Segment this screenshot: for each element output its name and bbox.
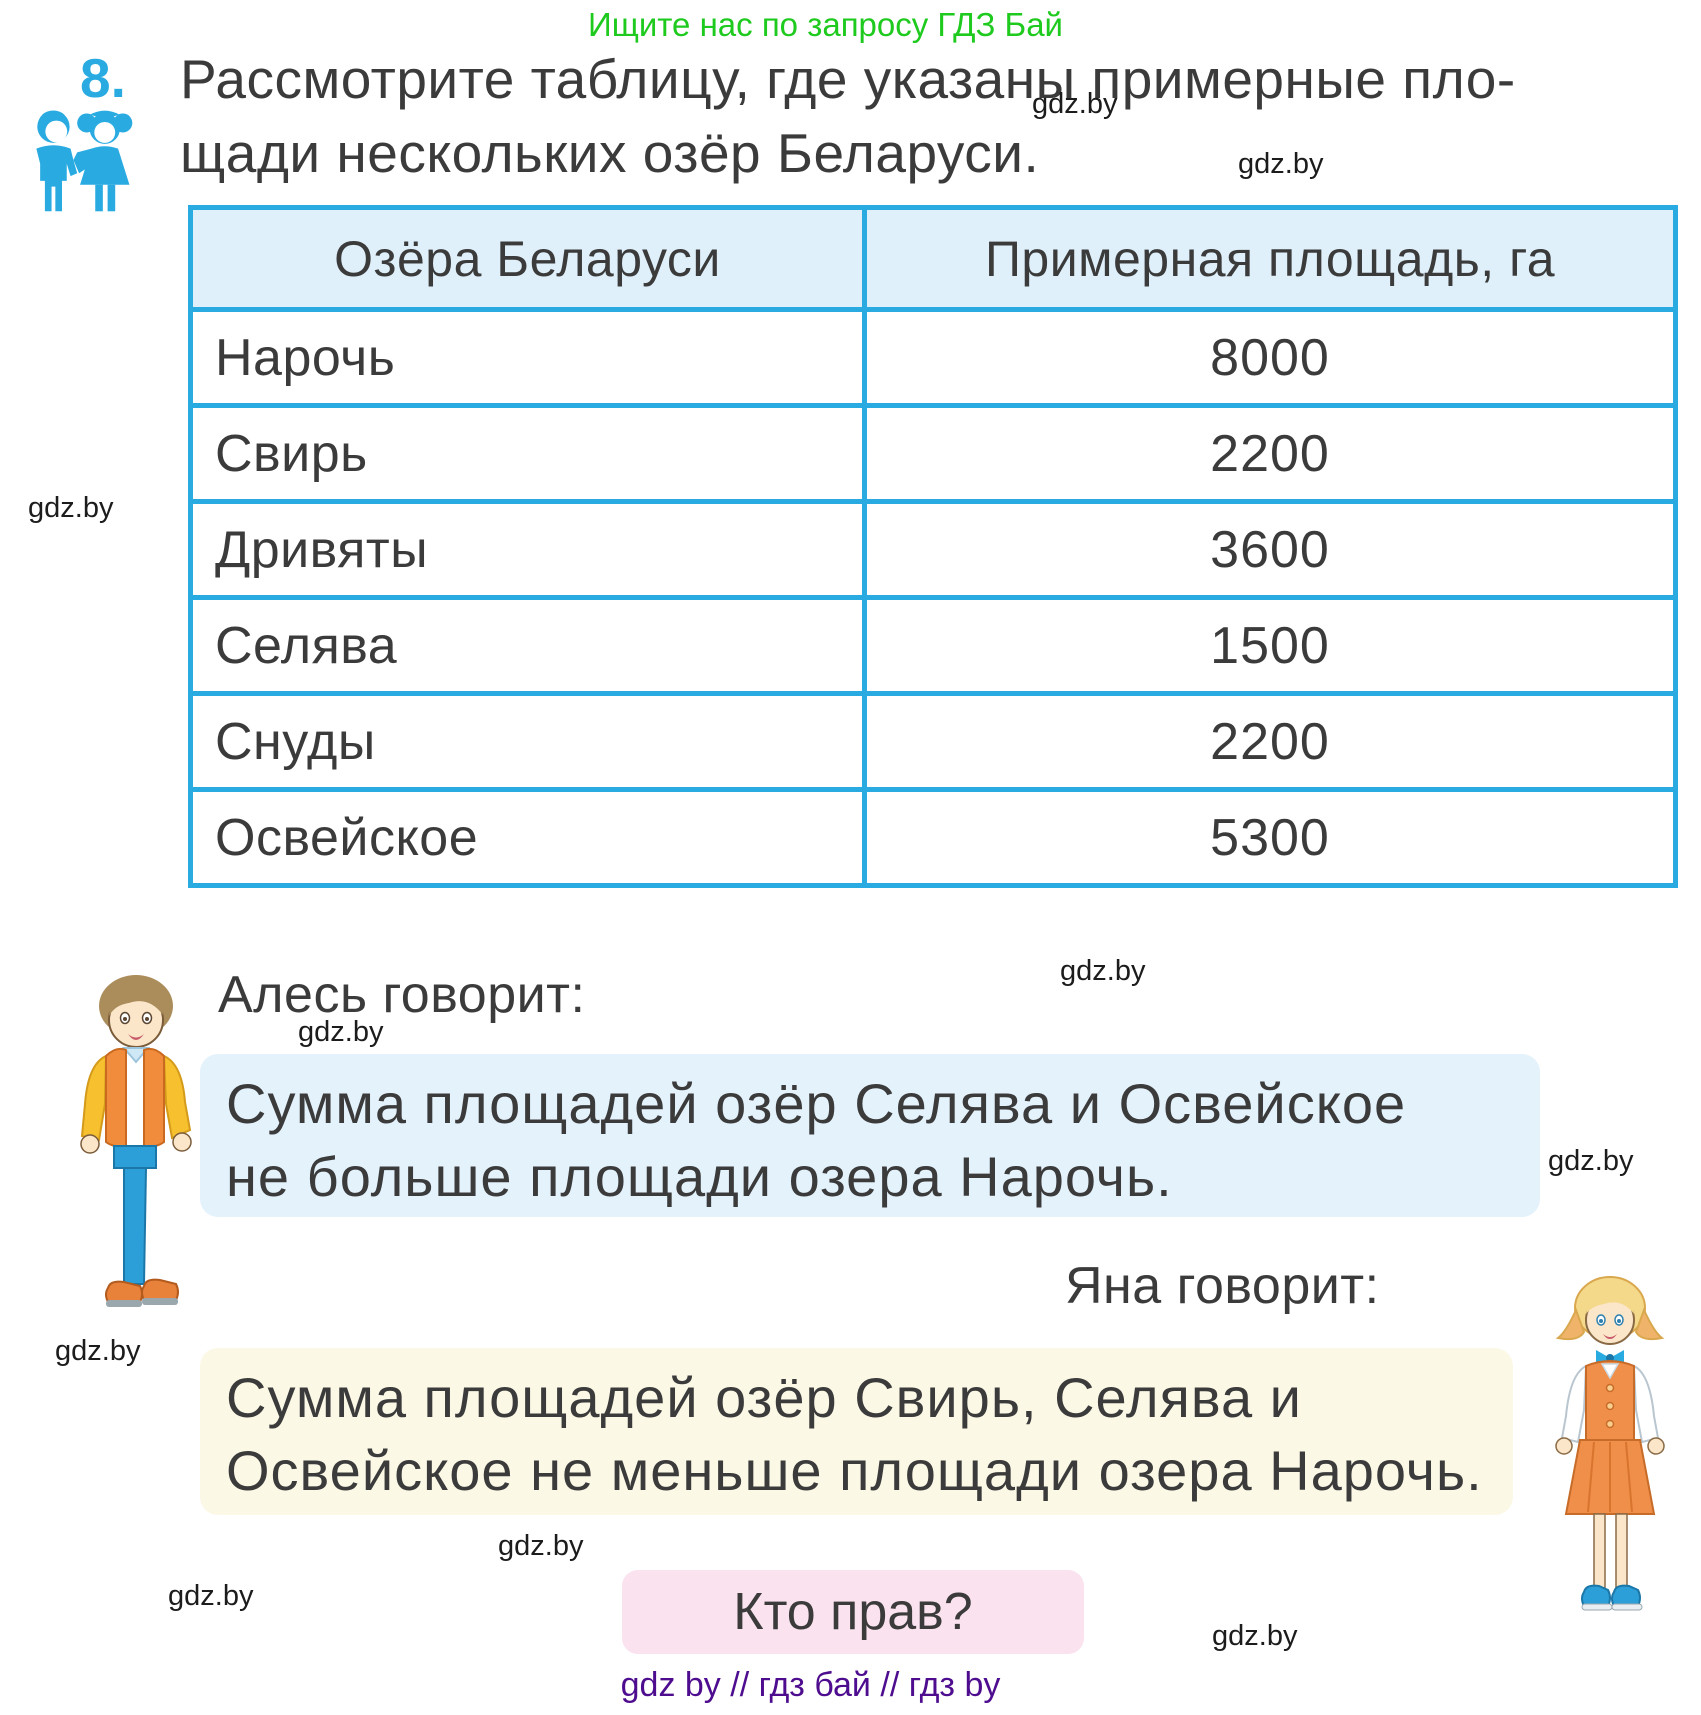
promo-banner: Ищите нас по запросу ГДЗ Бай <box>588 6 1063 43</box>
lakes-table-body: Нарочь 8000 Свирь 2200 Дривяты 3600 Селява 1500… <box>188 307 1678 888</box>
pair-work-icon <box>24 103 138 222</box>
question-text: Кто прав? <box>733 1583 973 1641</box>
area-column-header: Примерная площадь, га <box>862 205 1678 312</box>
table-row: Снуды 2200 <box>188 691 1678 792</box>
yana-line2: Освейское не меньше площади озера Нарочь… <box>226 1439 1483 1502</box>
lake-name-cell: Освейское <box>188 787 867 888</box>
table-row: Нарочь 8000 <box>188 307 1678 408</box>
ales-line2: не больше площади озера Нарочь. <box>226 1145 1173 1208</box>
lake-name-cell: Селява <box>188 595 867 696</box>
lake-area-cell: 2200 <box>862 403 1678 504</box>
yana-speech-box: Сумма площадей озёр Свирь, Селява и Осве… <box>200 1348 1513 1515</box>
table-row: Селява 1500 <box>188 595 1678 696</box>
lake-name-cell: Дривяты <box>188 499 867 600</box>
watermark: gdz.by <box>1060 955 1146 987</box>
watermark: gdz.by <box>1212 1620 1298 1652</box>
footer-links: gdz by // гдз бай // гдз by <box>620 1666 1001 1704</box>
task-text-line2: щади нескольких озёр Беларуси. <box>180 122 1040 184</box>
watermark: gdz.by <box>28 492 114 524</box>
task-text: Рассмотрите таблицу, где указаны примерн… <box>180 42 1560 190</box>
lake-area-cell: 3600 <box>862 499 1678 600</box>
watermark: gdz.by <box>1238 148 1324 180</box>
yana-line1: Сумма площадей озёр Свирь, Селява и <box>226 1366 1302 1429</box>
watermark: gdz.by <box>298 1016 384 1048</box>
watermark: gdz.by <box>1548 1145 1634 1177</box>
lake-area-cell: 2200 <box>862 691 1678 792</box>
table-row: Свирь 2200 <box>188 403 1678 504</box>
boy-illustration <box>58 962 213 1329</box>
ales-speech-box: Сумма площадей озёр Селява и Освейское н… <box>200 1054 1540 1217</box>
watermark: gdz.by <box>1032 88 1118 120</box>
lakes-table: Озёра Беларуси Примерная площадь, га Нар… <box>188 205 1678 888</box>
table-header-row: Озёра Беларуси Примерная площадь, га <box>188 205 1678 312</box>
watermark: gdz.by <box>498 1530 584 1562</box>
watermark: gdz.by <box>55 1335 141 1367</box>
question-box: Кто прав? <box>622 1570 1084 1654</box>
lake-name-cell: Нарочь <box>188 307 867 408</box>
lake-area-cell: 1500 <box>862 595 1678 696</box>
girl-illustration <box>1538 1266 1683 1629</box>
lakes-column-header: Озёра Беларуси <box>188 205 867 312</box>
yana-label: Яна говорит: <box>1065 1257 1380 1315</box>
ales-line1: Сумма площадей озёр Селява и Освейское <box>226 1072 1407 1135</box>
table-row: Дривяты 3600 <box>188 499 1678 600</box>
table-row: Освейское 5300 <box>188 787 1678 888</box>
task-text-line1: Рассмотрите таблицу, где указаны примерн… <box>180 48 1516 110</box>
ales-label: Алесь говорит: <box>218 966 586 1024</box>
lake-name-cell: Свирь <box>188 403 867 504</box>
watermark: gdz.by <box>168 1580 254 1612</box>
lake-area-cell: 8000 <box>862 307 1678 408</box>
lake-name-cell: Снуды <box>188 691 867 792</box>
lake-area-cell: 5300 <box>862 787 1678 888</box>
task-number: 8. <box>80 47 126 109</box>
